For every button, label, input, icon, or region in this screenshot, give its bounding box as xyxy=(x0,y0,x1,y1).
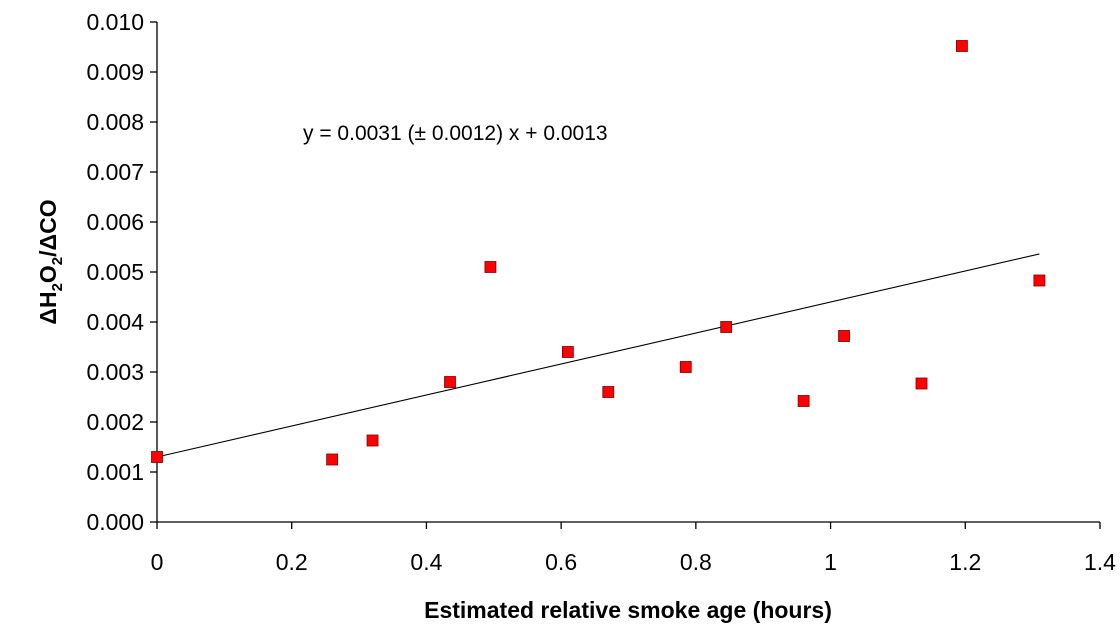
y-tick-label: 0.001 xyxy=(86,459,144,485)
data-point xyxy=(366,434,379,447)
y-tick-label: 0.005 xyxy=(86,259,144,285)
y-axis-title-delta: Δ xyxy=(35,308,61,325)
trendline xyxy=(156,253,1040,458)
data-point xyxy=(797,395,810,407)
x-tick-label: 0 xyxy=(151,549,164,575)
data-point xyxy=(561,346,574,358)
x-tick-label: 1.4 xyxy=(1084,549,1116,575)
data-point xyxy=(484,261,497,273)
x-axis-ticks: 0 0.2 0.4 0.6 0.8 1 1.2 1.4 xyxy=(151,522,1116,575)
data-point xyxy=(956,40,968,52)
y-axis-title: ΔH2O2/ΔCO xyxy=(35,199,66,324)
data-point xyxy=(151,451,163,463)
y-tick-label: 0.008 xyxy=(86,109,144,135)
y-axis-title-subscript-1: 2 xyxy=(49,283,66,291)
data-point xyxy=(326,453,339,466)
x-tick-label: 1 xyxy=(824,549,837,575)
y-tick-label: 0.004 xyxy=(86,309,144,335)
y-tick-label: 0.010 xyxy=(86,9,144,35)
y-axis-title-o: O xyxy=(35,265,61,283)
trendline-equation: y = 0.0031 (± 0.0012) x + 0.0013 xyxy=(303,122,608,145)
y-tick-label: 0.007 xyxy=(86,159,144,185)
data-points xyxy=(151,40,1046,466)
y-tick-label: 0.006 xyxy=(86,209,144,235)
x-axis-title: Estimated relative smoke age (hours) xyxy=(424,597,832,623)
x-tick-label: 0.2 xyxy=(276,549,308,575)
y-axis-title-subscript-2: 2 xyxy=(49,257,66,265)
y-tick-label: 0.009 xyxy=(86,59,144,85)
x-tick-label: 0.6 xyxy=(545,549,577,575)
y-axis-title-h: H xyxy=(35,291,61,308)
data-point xyxy=(444,376,456,388)
y-tick-label: 0.003 xyxy=(86,359,144,385)
data-point xyxy=(1033,274,1046,287)
x-tick-label: 0.4 xyxy=(410,549,442,575)
y-tick-label: 0.002 xyxy=(86,409,144,435)
y-axis-ticks: 0.000 0.001 0.002 0.003 0.004 0.005 0.006 0.007… xyxy=(86,9,157,535)
y-axis-title-slash: / xyxy=(35,250,61,257)
data-point xyxy=(679,361,692,373)
data-point xyxy=(720,321,733,333)
data-point xyxy=(602,386,615,398)
x-tick-label: 1.2 xyxy=(949,549,981,575)
y-axis-title-co: CO xyxy=(35,199,61,234)
data-point xyxy=(838,330,850,342)
y-tick-label: 0.000 xyxy=(86,509,144,535)
x-tick-label: 0.8 xyxy=(680,549,712,575)
data-point xyxy=(915,377,928,390)
y-axis-title-delta-2: Δ xyxy=(35,234,61,251)
